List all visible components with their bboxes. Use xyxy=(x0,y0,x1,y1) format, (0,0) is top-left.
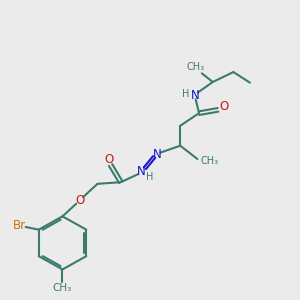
Text: N: N xyxy=(190,89,199,102)
Text: CH₃: CH₃ xyxy=(53,283,72,293)
Text: Br: Br xyxy=(13,219,26,232)
Text: N: N xyxy=(152,148,161,161)
Text: O: O xyxy=(220,100,229,113)
Text: O: O xyxy=(75,194,84,207)
Text: H: H xyxy=(182,89,189,99)
Text: O: O xyxy=(104,153,113,166)
Text: H: H xyxy=(146,172,153,182)
Text: CH₃: CH₃ xyxy=(200,156,218,166)
Text: N: N xyxy=(137,165,146,178)
Text: CH₃: CH₃ xyxy=(187,62,205,72)
